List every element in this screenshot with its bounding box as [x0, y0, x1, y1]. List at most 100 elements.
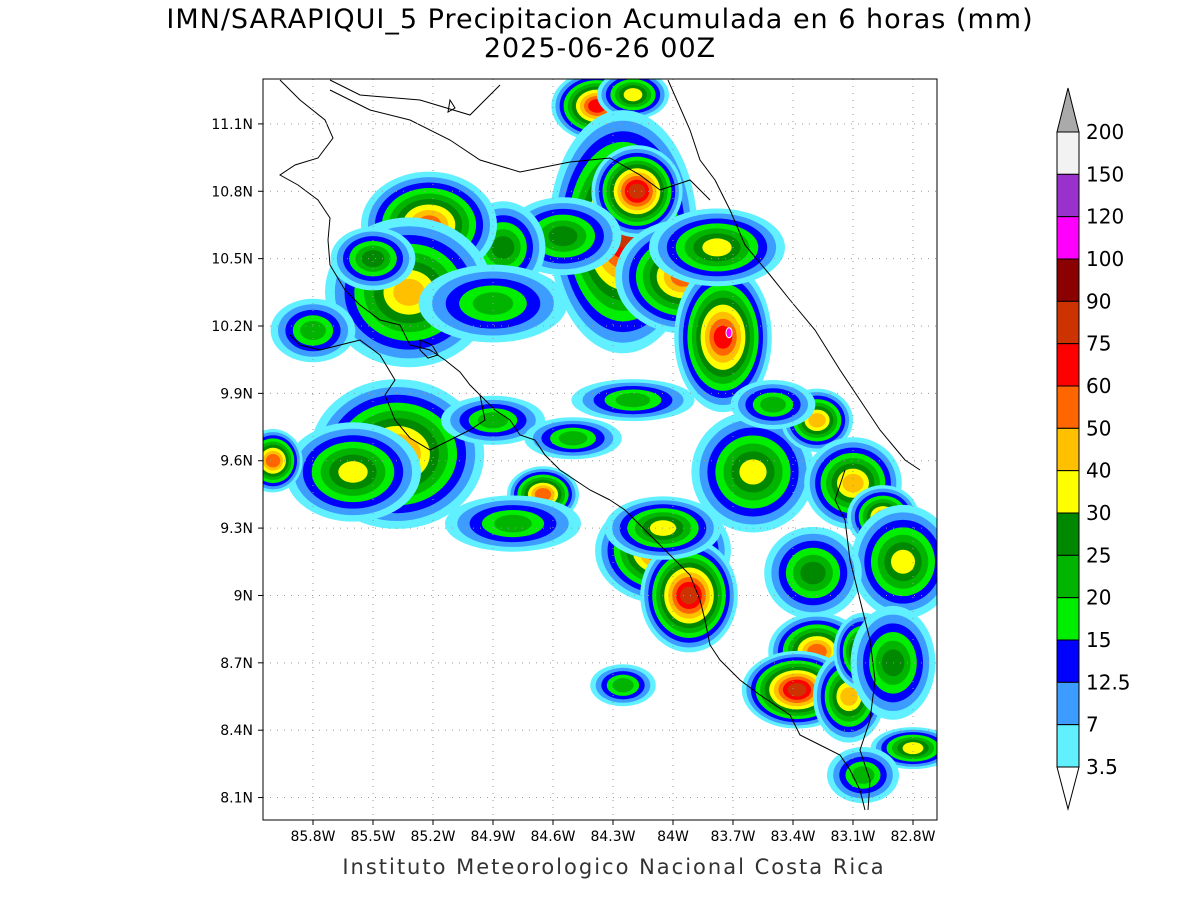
rain-contour: [840, 687, 858, 706]
rain-cell: [649, 208, 785, 287]
lat-tick-label: 8.4N: [220, 723, 253, 739]
rain-cell: [827, 746, 899, 804]
legend-swatch: [1056, 131, 1080, 175]
rain-contour: [902, 742, 924, 755]
rain-contour: [615, 393, 651, 408]
rain-contour: [361, 250, 385, 268]
rain-contour: [808, 413, 826, 428]
legend-label: 40: [1086, 459, 1111, 483]
legend-swatch: [1056, 427, 1080, 472]
rain-cell: [285, 422, 421, 522]
rain-contour: [477, 412, 509, 429]
rain-contour: [494, 514, 532, 533]
rain-contour: [787, 682, 807, 697]
rain-contour: [558, 431, 588, 446]
rain-contour: [760, 396, 786, 413]
legend-swatch: [1056, 639, 1080, 683]
rain-cell: [597, 79, 669, 120]
legend-swatch: [1056, 258, 1080, 302]
lake-shape: [447, 98, 456, 113]
lat-tick-label: 9N: [234, 588, 253, 604]
lat-tick-label: 8.7N: [220, 656, 253, 672]
lon-tick-label: 84.6W: [530, 829, 575, 845]
legend-swatch: [1056, 512, 1080, 556]
rain-contour: [739, 459, 767, 485]
legend-label: 7: [1086, 713, 1099, 737]
legend-swatch: [1056, 470, 1080, 514]
color-legend: 200 150 120 100 90 75 60 50 40 30 25 20 15 12.5 7 3.5: [1056, 87, 1131, 811]
rain-contour: [623, 88, 643, 102]
legend-swatch: [1056, 554, 1080, 599]
lat-lon-grid: [263, 79, 937, 820]
rain-contour: [628, 183, 646, 199]
legend-swatch: [1056, 343, 1080, 387]
rain-cell: [263, 429, 303, 493]
legend-label: 100: [1086, 247, 1124, 271]
precipitation-field: [263, 79, 937, 804]
gulf-of-nicoya: [479, 394, 611, 501]
rain-contour: [548, 226, 578, 247]
rain-contour: [612, 678, 634, 693]
map-frame: [262, 78, 938, 821]
legend-label: 90: [1086, 289, 1111, 313]
lon-tick-label: 83.1W: [830, 829, 875, 845]
map-title: IMN/SARAPIQUI_5 Precipitacion Acumulada …: [166, 4, 1034, 35]
lat-tick-label: 9.6N: [220, 454, 253, 470]
legend-swatch: [1056, 173, 1080, 218]
legend-swatch: [1056, 597, 1080, 641]
legend-swatch: [1056, 385, 1080, 429]
lon-tick-label: 83.7W: [710, 829, 755, 845]
legend-arrow-top: [1056, 87, 1080, 133]
legend-label: 12.5: [1086, 670, 1131, 694]
lon-tick-label: 85.5W: [350, 829, 395, 845]
legend-label: 120: [1086, 205, 1124, 229]
rain-contour: [851, 766, 875, 784]
legend-label: 75: [1086, 332, 1111, 356]
coastlines-borders: [279, 79, 921, 811]
legend-swatch: [1056, 681, 1080, 726]
legend-label: 3.5: [1086, 755, 1118, 779]
max-precip-marker: [725, 327, 733, 339]
legend-swatch: [1056, 724, 1080, 768]
lake-nicaragua-shore: [329, 79, 501, 116]
rain-cell: [851, 504, 937, 619]
osa-peninsula: [709, 644, 866, 811]
lon-tick-label: 84W: [657, 829, 689, 845]
rain-contour: [300, 320, 326, 341]
rain-contour: [842, 473, 864, 493]
legend-label: 200: [1086, 120, 1124, 144]
lon-tick-label: 84.9W: [470, 829, 515, 845]
panama-border: [834, 469, 876, 811]
rain-contour: [891, 549, 915, 574]
lat-tick-label: 8.1N: [220, 791, 253, 807]
caribbean-coast: [667, 79, 921, 471]
lat-tick-label: 9.3N: [220, 521, 253, 537]
rain-cell: [764, 526, 862, 620]
legend-label: 25: [1086, 543, 1111, 567]
nicoya-peninsula: [289, 239, 486, 451]
nicaragua-pacific-coast: [279, 79, 334, 241]
lat-tick-label: 10.2N: [211, 319, 253, 335]
nicaragua-costa-rica-border: [329, 89, 711, 201]
rain-cell: [674, 262, 772, 413]
rain-cell: [730, 379, 816, 430]
lon-tick-label: 85.2W: [410, 829, 455, 845]
legend-label: 20: [1086, 586, 1111, 610]
axis-labels: 11.1N 10.8N 10.5N 10.2N 9.9N 9.6N 9.3N 9N 8.7N 8.…: [211, 117, 935, 845]
legend-label: 150: [1086, 162, 1124, 186]
rain-contour: [800, 561, 826, 585]
rain-cell: [445, 495, 581, 552]
rain-contour: [702, 238, 732, 257]
rain-contour: [265, 454, 281, 468]
lon-tick-label: 82.8W: [890, 829, 935, 845]
legend-label: 30: [1086, 501, 1111, 525]
lat-tick-label: 10.8N: [211, 184, 253, 200]
lon-tick-label: 84.3W: [590, 829, 635, 845]
legend-label: 60: [1086, 374, 1111, 398]
rain-contour: [491, 236, 515, 259]
rain-cell: [590, 664, 656, 707]
footer-credit: Instituto Meteorologico Nacional Costa R…: [342, 855, 886, 879]
central-pacific-coast: [609, 499, 711, 646]
rain-cell: [524, 417, 622, 460]
